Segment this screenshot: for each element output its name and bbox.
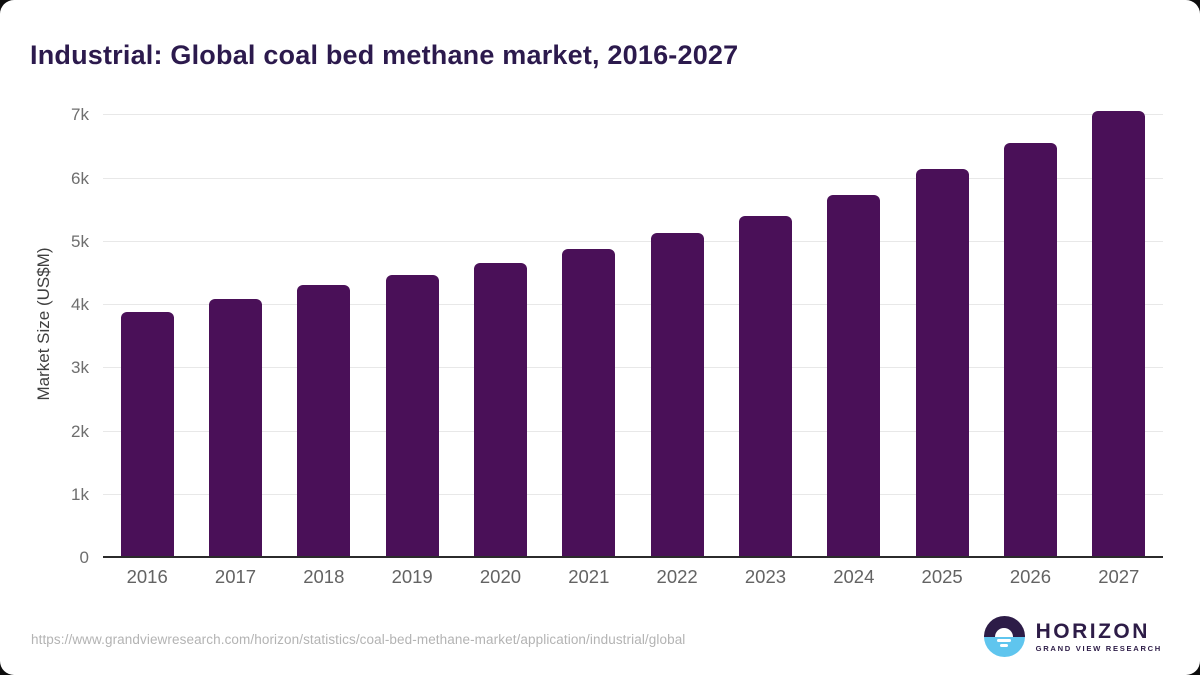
gridline bbox=[103, 114, 1163, 116]
chart-title: Industrial: Global coal bed methane mark… bbox=[30, 40, 739, 71]
bar-2019[interactable] bbox=[385, 274, 439, 558]
bar-2020[interactable] bbox=[473, 262, 527, 558]
y-tick-label: 7k bbox=[71, 105, 89, 125]
bar-2023[interactable] bbox=[738, 216, 792, 558]
gridline bbox=[103, 367, 1163, 369]
logo-name: HORIZON bbox=[1035, 619, 1150, 643]
bar-slot bbox=[1075, 90, 1163, 558]
x-axis-line bbox=[103, 556, 1163, 558]
bar-slot bbox=[898, 90, 986, 558]
bar-2027[interactable] bbox=[1092, 110, 1146, 558]
bar-slot bbox=[191, 90, 279, 558]
x-tick-label: 2022 bbox=[656, 566, 698, 587]
bar-slot bbox=[368, 90, 456, 558]
bar-2026[interactable] bbox=[1003, 142, 1057, 558]
x-tick-label: 2019 bbox=[391, 566, 433, 587]
bar-slot bbox=[103, 90, 191, 558]
bar-2016[interactable] bbox=[120, 311, 174, 558]
y-tick-label: 1k bbox=[71, 484, 89, 504]
bar-2022[interactable] bbox=[650, 233, 704, 558]
x-tick-label: 2016 bbox=[126, 566, 168, 587]
gridline bbox=[103, 493, 1163, 495]
x-tick-label: 2024 bbox=[833, 566, 875, 587]
gridline bbox=[103, 304, 1163, 306]
x-tick-label: 2026 bbox=[1009, 566, 1052, 587]
x-tick-label: 2021 bbox=[568, 566, 610, 587]
y-tick-label: 5k bbox=[71, 231, 89, 251]
bar-slot bbox=[280, 90, 368, 558]
gridline bbox=[103, 240, 1163, 242]
y-tick-label: 0 bbox=[79, 548, 89, 567]
bar-slot bbox=[810, 90, 898, 558]
bars-container bbox=[103, 90, 1163, 558]
gridline bbox=[103, 430, 1163, 432]
y-tick-label: 6k bbox=[71, 168, 89, 188]
y-tick-label: 3k bbox=[71, 358, 89, 378]
x-tick-label: 2018 bbox=[303, 566, 345, 587]
bar-slot bbox=[545, 90, 633, 558]
bar-slot bbox=[633, 90, 721, 558]
x-tick-label: 2017 bbox=[214, 566, 257, 587]
y-tick-label: 4k bbox=[71, 295, 89, 315]
horizon-sun-icon bbox=[983, 616, 1025, 657]
gridline bbox=[103, 177, 1163, 179]
bar-2017[interactable] bbox=[208, 298, 262, 558]
horizon-logo: HORIZON GRAND VIEW RESEARCH bbox=[983, 616, 1162, 657]
logo-subtitle: GRAND VIEW RESEARCH bbox=[1035, 643, 1162, 653]
x-tick-label: 2027 bbox=[1098, 566, 1140, 587]
plot-area: 0 1k 2k 3k 4k 5k 6k 7k bbox=[71, 90, 1163, 566]
bar-2018[interactable] bbox=[297, 284, 351, 558]
y-tick-label: 2k bbox=[71, 421, 89, 441]
bar-slot bbox=[721, 90, 809, 558]
x-tick-label: 2020 bbox=[479, 566, 522, 587]
bar-2025[interactable] bbox=[915, 169, 969, 558]
x-tick-label: 2025 bbox=[921, 566, 963, 587]
bar-slot bbox=[986, 90, 1074, 558]
bar-2021[interactable] bbox=[562, 249, 616, 558]
bar-slot bbox=[456, 90, 544, 558]
bar-2024[interactable] bbox=[827, 194, 881, 558]
source-url: https://www.grandviewresearch.com/horizo… bbox=[31, 632, 686, 647]
x-axis-labels: 2016 2017 2018 2019 2020 2021 2022 2023 2024 2025… bbox=[103, 566, 1163, 588]
x-tick-label: 2023 bbox=[744, 566, 787, 587]
